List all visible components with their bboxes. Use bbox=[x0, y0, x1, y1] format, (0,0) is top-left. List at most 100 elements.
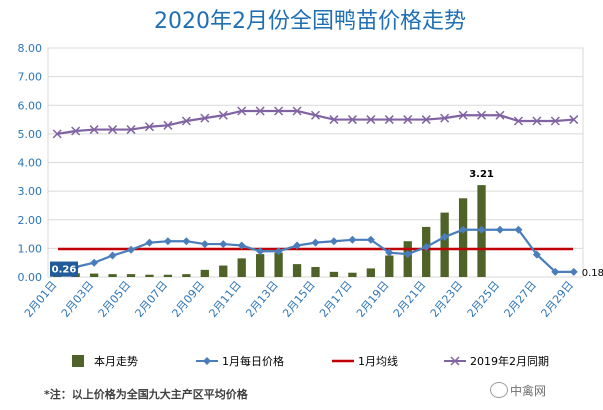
bar bbox=[422, 226, 431, 277]
watermark: 中禽网 bbox=[510, 384, 547, 398]
legend-item: 1月均线 bbox=[332, 354, 398, 368]
line-point bbox=[181, 116, 191, 126]
data-label: 0.18 bbox=[582, 268, 603, 279]
line-point bbox=[403, 250, 412, 259]
line-point bbox=[366, 115, 376, 125]
line-point bbox=[274, 247, 283, 256]
line-point bbox=[126, 125, 136, 135]
line-point bbox=[495, 225, 504, 234]
bar bbox=[219, 265, 228, 277]
bar bbox=[108, 274, 117, 277]
x-tick-label: 2月25日 bbox=[465, 279, 503, 320]
line-point bbox=[551, 267, 560, 276]
x-tick-label: 2月29日 bbox=[538, 279, 576, 320]
line-point bbox=[127, 245, 136, 254]
x-tick-label: 2月17日 bbox=[317, 279, 355, 320]
line-point bbox=[384, 115, 394, 125]
legend-label: 1月每日价格 bbox=[222, 354, 284, 368]
line-point bbox=[513, 116, 523, 126]
line-point bbox=[459, 225, 468, 234]
legend-marker bbox=[450, 356, 460, 366]
x-tick-label: 2月23日 bbox=[428, 279, 466, 320]
bar bbox=[440, 212, 449, 277]
y-tick-label: 3.00 bbox=[18, 185, 43, 198]
legend-label: 2019年2月同期 bbox=[470, 354, 549, 368]
x-tick-label: 2月03日 bbox=[59, 279, 97, 320]
line-point bbox=[145, 238, 154, 247]
line-point bbox=[458, 110, 468, 120]
legend-item: 1月每日价格 bbox=[196, 354, 284, 368]
y-tick-label: 7.00 bbox=[18, 71, 43, 84]
line-point bbox=[532, 116, 542, 126]
x-tick-label: 2月15日 bbox=[280, 279, 318, 320]
x-tick-label: 2月05日 bbox=[96, 279, 134, 320]
line-point bbox=[292, 106, 302, 116]
bar bbox=[292, 264, 302, 277]
bar bbox=[274, 252, 283, 277]
line-point bbox=[403, 115, 413, 125]
line-point bbox=[366, 235, 375, 244]
bar bbox=[458, 198, 468, 277]
data-label-box bbox=[50, 261, 78, 277]
line-point bbox=[182, 237, 191, 246]
line-point bbox=[329, 115, 339, 125]
y-tick-label: 1.00 bbox=[18, 242, 43, 255]
line-point bbox=[385, 248, 394, 257]
bar bbox=[237, 258, 246, 277]
line-point bbox=[144, 122, 154, 132]
legend-swatch bbox=[72, 355, 84, 367]
legend-label: 1月均线 bbox=[358, 354, 398, 368]
x-tick-label: 2月27日 bbox=[502, 279, 540, 320]
x-tick-label: 2月11日 bbox=[206, 279, 244, 320]
x-tick-label: 2月13日 bbox=[243, 279, 281, 320]
line-point bbox=[200, 113, 210, 123]
line-point bbox=[237, 106, 247, 116]
line-point bbox=[311, 238, 320, 247]
line-point bbox=[108, 125, 118, 135]
line-point bbox=[219, 240, 228, 249]
line-point bbox=[477, 225, 486, 234]
bar bbox=[200, 269, 209, 277]
line-point bbox=[274, 106, 284, 116]
bar bbox=[329, 271, 339, 277]
line-point bbox=[495, 110, 505, 120]
wechat-icon bbox=[490, 382, 508, 398]
line-point bbox=[255, 106, 265, 116]
y-tick-label: 4.00 bbox=[18, 157, 43, 170]
line-point bbox=[237, 241, 246, 250]
line-point bbox=[163, 120, 173, 130]
footnote: *注：以上价格为全国九大主产区平均价格 bbox=[44, 388, 248, 401]
y-tick-label: 8.00 bbox=[18, 42, 43, 55]
data-label: 0.26 bbox=[52, 265, 77, 276]
line-point bbox=[477, 110, 487, 120]
x-tick-label: 2月21日 bbox=[391, 279, 429, 320]
line-point bbox=[293, 241, 302, 250]
legend-marker bbox=[203, 357, 211, 365]
data-label: 3.21 bbox=[469, 169, 494, 180]
bar bbox=[182, 274, 191, 277]
line-point bbox=[532, 250, 541, 259]
x-tick-label: 2月01日 bbox=[22, 279, 60, 320]
y-tick-label: 5.00 bbox=[18, 128, 43, 141]
chart-title: 2020年2月份全国鸭苗价格走势 bbox=[154, 9, 466, 34]
line-point bbox=[256, 247, 265, 256]
legend-label: 本月走势 bbox=[94, 354, 138, 368]
bar bbox=[311, 266, 320, 277]
bar bbox=[403, 241, 412, 277]
line-point bbox=[71, 126, 81, 136]
line-point bbox=[569, 267, 578, 276]
y-tick-label: 6.00 bbox=[18, 99, 43, 112]
line-point bbox=[569, 115, 579, 125]
bar bbox=[89, 273, 99, 277]
line-point bbox=[52, 129, 62, 139]
line-point bbox=[310, 110, 321, 120]
bar bbox=[145, 274, 154, 277]
bar bbox=[126, 274, 136, 277]
line-point bbox=[89, 125, 99, 135]
bar bbox=[385, 255, 394, 277]
line-point bbox=[550, 116, 560, 126]
line-point bbox=[348, 235, 357, 244]
series-line bbox=[57, 228, 574, 273]
